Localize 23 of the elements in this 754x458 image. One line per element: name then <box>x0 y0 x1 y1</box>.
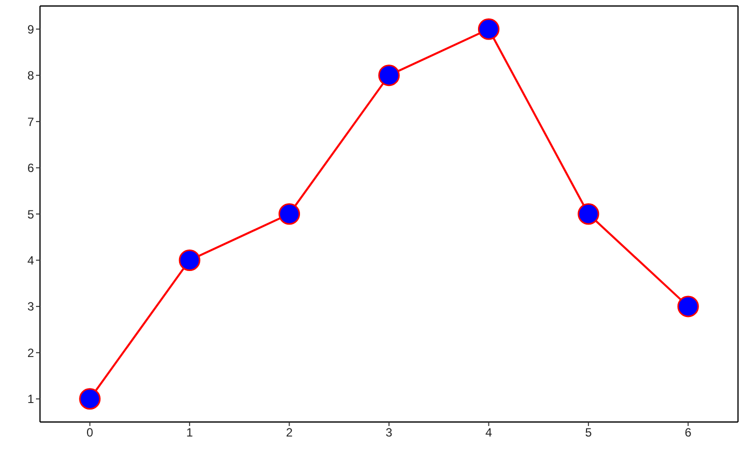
point <box>278 203 300 225</box>
y-tick-label: 2 <box>27 346 34 360</box>
point <box>79 388 101 410</box>
x-tick-label: 1 <box>186 426 194 440</box>
point <box>478 18 500 40</box>
y-tick-label: 6 <box>27 161 34 176</box>
point <box>378 64 400 86</box>
point <box>578 203 600 225</box>
y-tick-label: 8 <box>27 68 34 83</box>
y-tick-label: 7 <box>27 114 34 129</box>
x-tick-label: 0 <box>86 426 94 440</box>
y-tick-label: 9 <box>27 22 34 36</box>
x-tick-label: 4 <box>485 426 492 440</box>
point <box>677 296 699 318</box>
x-tick-label: 5 <box>585 426 592 440</box>
y-tick-label: 5 <box>27 207 34 222</box>
x-tick-label: 6 <box>684 426 692 440</box>
x-tick-label: 3 <box>386 426 393 440</box>
y-tick-label: 1 <box>27 392 34 406</box>
x-tick-label: 2 <box>286 426 293 440</box>
y-tick-label: 3 <box>27 300 34 314</box>
y-tick-label: 4 <box>27 253 34 268</box>
point <box>178 249 200 271</box>
